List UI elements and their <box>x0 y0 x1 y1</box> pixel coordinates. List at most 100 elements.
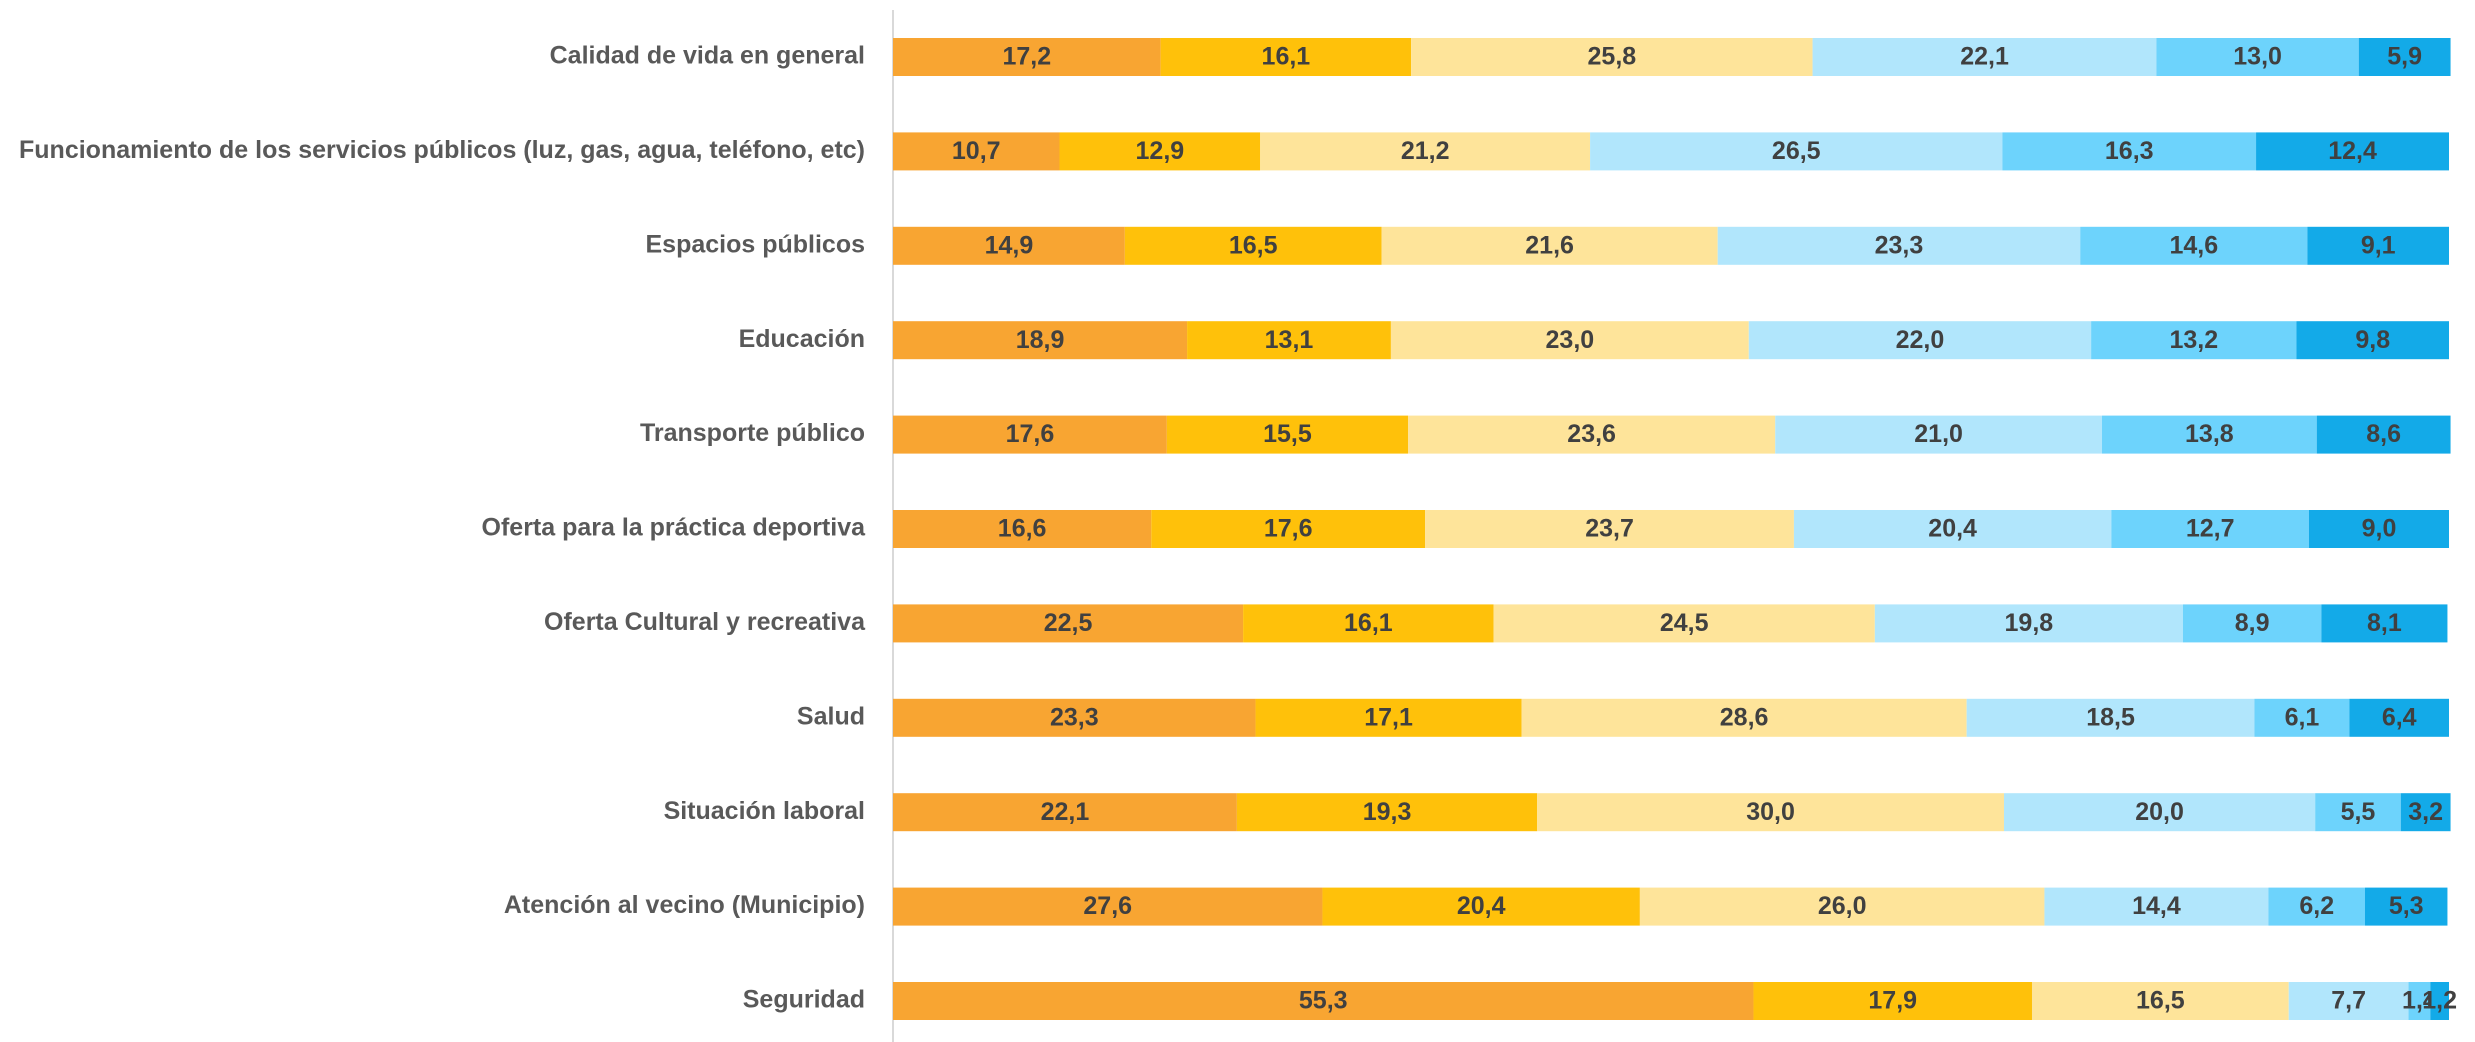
bar-segment <box>1748 321 2092 360</box>
bar-segment <box>1717 226 2081 265</box>
bar-segment <box>893 132 1060 171</box>
bar-segment <box>2156 38 2359 76</box>
category-label: Oferta para la práctica deportiva <box>482 514 867 542</box>
bar-segment <box>1493 604 1875 643</box>
bar-segment <box>1966 698 2255 737</box>
bar-segment <box>893 887 1323 926</box>
data-label: 6,2 <box>2299 892 2334 920</box>
data-label: 5,3 <box>2389 892 2424 920</box>
data-label: 30,0 <box>1746 798 1795 826</box>
data-label: 13,2 <box>2169 326 2218 354</box>
data-label: 9,1 <box>2361 231 2396 259</box>
category-label: Situación laboral <box>664 797 865 825</box>
bar-segment <box>2254 698 2350 737</box>
bar-segment <box>1255 698 1522 737</box>
category-label: Funcionamiento de los servicios públicos… <box>19 136 865 164</box>
bar-segment <box>2358 38 2451 76</box>
bar-segment <box>1775 415 2103 454</box>
data-label: 16,6 <box>998 515 1047 543</box>
data-label: 23,7 <box>1585 515 1634 543</box>
data-label: 13,0 <box>2233 43 2282 71</box>
data-label: 16,3 <box>2105 137 2154 165</box>
data-label: 6,1 <box>2285 703 2320 731</box>
data-label: 15,5 <box>1263 420 1312 448</box>
category-label: Educación <box>739 325 865 353</box>
data-label: 9,8 <box>2355 326 2390 354</box>
bar-segment <box>1166 415 1409 454</box>
bar-segment <box>2102 415 2317 454</box>
bar-segment <box>1874 604 2183 643</box>
data-label: 23,6 <box>1567 420 1616 448</box>
bar-segment <box>1425 510 1794 548</box>
category-label: Seguridad <box>743 986 865 1014</box>
bar-segment <box>893 226 1125 265</box>
bar-segment <box>2430 982 2449 1020</box>
data-label: 19,3 <box>1363 798 1412 826</box>
data-label: 20,4 <box>1928 515 1977 543</box>
bar-segment <box>2349 698 2449 737</box>
data-label: 55,3 <box>1299 987 1348 1015</box>
bar-segment <box>2091 321 2297 360</box>
data-label: 3,2 <box>2408 798 2443 826</box>
data-label: 26,5 <box>1772 137 1821 165</box>
bar-segment <box>2408 982 2431 1020</box>
bar-segment <box>2316 415 2451 454</box>
data-label: 14,9 <box>985 231 1034 259</box>
bar-segment <box>1753 982 2032 1020</box>
data-label: 6,4 <box>2382 703 2417 731</box>
data-label: 8,9 <box>2235 609 2270 637</box>
data-label: 22,1 <box>1041 798 1090 826</box>
data-label: 12,4 <box>2328 137 2377 165</box>
bar-segment <box>893 698 1256 737</box>
data-label: 23,0 <box>1546 326 1595 354</box>
bar-segment <box>893 793 1237 832</box>
bar-segment <box>2182 604 2322 643</box>
data-label: 22,1 <box>1960 43 2009 71</box>
category-label: Transporte público <box>640 419 865 447</box>
bar-segment <box>1812 38 2157 76</box>
data-label: 27,6 <box>1083 892 1132 920</box>
data-label: 23,3 <box>1875 231 1924 259</box>
data-label: 17,1 <box>1364 703 1413 731</box>
data-label: 7,7 <box>2331 987 2366 1015</box>
bar-segment <box>1187 321 1391 360</box>
bar-segment <box>1381 226 1718 265</box>
bar-segment <box>893 321 1188 360</box>
bar-segment <box>2044 887 2269 926</box>
data-label: 12,7 <box>2186 515 2235 543</box>
bar-segment <box>1160 38 1412 76</box>
data-label: 21,2 <box>1401 137 1450 165</box>
bar-segment <box>2321 604 2448 643</box>
bar-segment <box>2400 793 2451 832</box>
bar-segment <box>2031 982 2289 1020</box>
bar-segment <box>893 982 1754 1020</box>
bar-segment <box>1590 132 2003 171</box>
data-label: 10,7 <box>952 137 1001 165</box>
category-label: Calidad de vida en general <box>550 42 865 70</box>
data-label: 26,0 <box>1818 892 1867 920</box>
data-label: 28,6 <box>1720 703 1769 731</box>
bar-segment <box>1236 793 1538 832</box>
category-label: Oferta Cultural y recreativa <box>544 608 866 636</box>
bar-segment <box>2308 510 2449 548</box>
data-label: 21,0 <box>1914 420 1963 448</box>
bar-segment <box>1521 698 1967 737</box>
bar-segment <box>1260 132 1591 171</box>
data-label: 16,5 <box>1229 231 1278 259</box>
data-label: 5,5 <box>2341 798 2376 826</box>
bar-segment <box>893 415 1167 454</box>
data-label: 17,6 <box>1264 515 1313 543</box>
data-label: 17,9 <box>1868 987 1917 1015</box>
bar-segment <box>1322 887 1640 926</box>
data-label: 8,1 <box>2367 609 2402 637</box>
data-label: 20,0 <box>2135 798 2184 826</box>
data-label: 17,2 <box>1002 43 1051 71</box>
bar-segment <box>2296 321 2449 360</box>
data-label: 14,6 <box>2169 231 2218 259</box>
data-label: 16,1 <box>1344 609 1393 637</box>
data-label: 25,8 <box>1588 43 1637 71</box>
bar-segment <box>893 510 1152 548</box>
data-label: 16,1 <box>1262 43 1311 71</box>
bar-segment <box>1059 132 1261 171</box>
bar-segment <box>1408 415 1776 454</box>
